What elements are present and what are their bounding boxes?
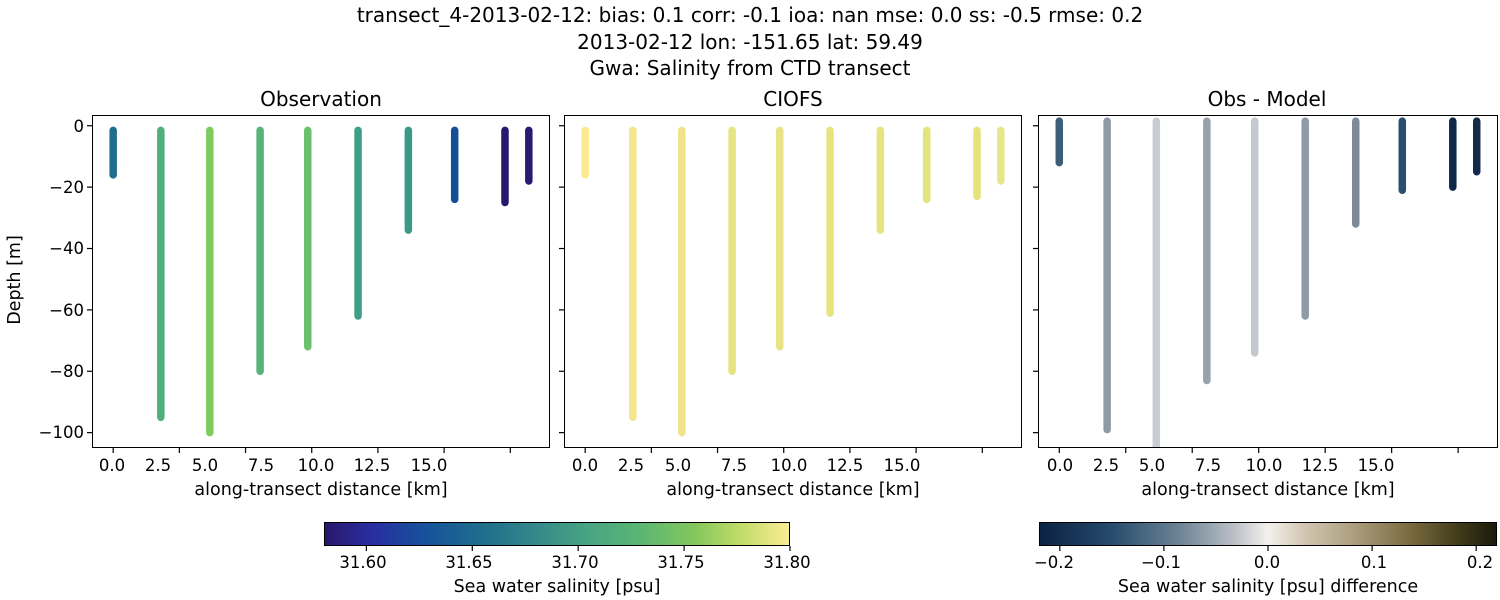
colorbar-tick-label: 31.70: [551, 553, 599, 572]
colorbar-difference: [1039, 522, 1497, 546]
ytick-label: −20: [49, 178, 84, 197]
figure-title-line-3: Gwa: Salinity from CTD transect: [589, 56, 911, 80]
ytick-label: 0: [73, 117, 85, 136]
xtick-label: 12.5: [353, 456, 391, 475]
xtick-label: 0.0: [98, 456, 126, 475]
xtick-label: 10.0: [770, 456, 808, 475]
xtick-label: 5.0: [1138, 456, 1166, 475]
xtick-label: 2.5: [617, 456, 645, 475]
panel-title-obs-model: Obs - Model: [1207, 87, 1327, 111]
axes-ciofs: [564, 115, 1022, 448]
ytick-label: −80: [49, 362, 84, 381]
ytick-label: −60: [49, 301, 84, 320]
colorbar-tick-label: 31.60: [339, 553, 387, 572]
x-axis-label-obs-model: along-transect distance [km]: [1141, 480, 1395, 500]
axes-observation: [92, 115, 550, 448]
xtick-label: 15.0: [410, 456, 448, 475]
xtick-label: 7.5: [720, 456, 748, 475]
xtick-label: 10.0: [297, 456, 335, 475]
colorbar-tick-label: 31.65: [445, 553, 493, 572]
colorbar-tick-label: 0.0: [1253, 553, 1281, 572]
colorbar-label-salinity: Sea water salinity [psu]: [453, 577, 661, 597]
colorbar-tick-label: −0.2: [1033, 553, 1075, 572]
xtick-label: 5.0: [191, 456, 219, 475]
ytick-label: −100: [38, 423, 84, 442]
x-axis-label-ciofs: along-transect distance [km]: [666, 480, 920, 500]
xtick-label: 15.0: [883, 456, 921, 475]
xtick-label: 15.0: [1357, 456, 1395, 475]
colorbar-tick-label: 0.1: [1360, 553, 1388, 572]
xtick-label: 12.5: [826, 456, 864, 475]
xtick-label: 0.0: [1046, 456, 1074, 475]
colorbar-tick-label: 31.80: [763, 553, 811, 572]
xtick-label: 5.0: [664, 456, 692, 475]
ytick-label: −40: [49, 239, 84, 258]
xtick-label: 7.5: [1194, 456, 1222, 475]
axes-obs-model: [1038, 115, 1498, 448]
panel-title-ciofs: CIOFS: [763, 87, 823, 111]
x-axis-label-observation: along-transect distance [km]: [194, 480, 448, 500]
colorbar-tick-label: 31.75: [657, 553, 705, 572]
colorbar-tick-label: 0.2: [1466, 553, 1494, 572]
xtick-label: 0.0: [571, 456, 599, 475]
xtick-label: 7.5: [247, 456, 275, 475]
xtick-label: 2.5: [1092, 456, 1120, 475]
colorbar-salinity: [324, 522, 790, 546]
panel-title-observation: Observation: [260, 87, 382, 111]
xtick-label: 2.5: [144, 456, 172, 475]
figure-title-line-2: 2013-02-12 lon: -151.65 lat: 59.49: [577, 30, 923, 54]
colorbar-tick-label: −0.1: [1140, 553, 1182, 572]
xtick-label: 12.5: [1301, 456, 1339, 475]
xtick-label: 10.0: [1245, 456, 1283, 475]
figure-title-line-1: transect_4-2013-02-12: bias: 0.1 corr: -…: [356, 3, 1144, 27]
colorbar-label-difference: Sea water salinity [psu] difference: [1117, 577, 1419, 597]
